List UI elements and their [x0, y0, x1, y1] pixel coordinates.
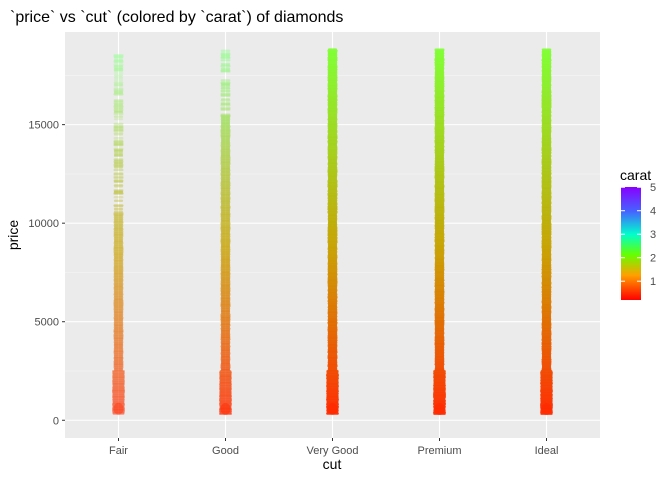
x-tick-label: Fair: [109, 445, 128, 457]
x-tick-label: Very Good: [307, 445, 359, 457]
x-tick-label: Premium: [417, 445, 461, 457]
legend-title: carat: [620, 167, 651, 183]
data-point: [113, 402, 124, 415]
strip-premium: [433, 48, 446, 415]
strip-fair: [112, 54, 125, 415]
data-strips: [112, 48, 553, 415]
legend-tick-label: 5: [650, 182, 656, 194]
legend-tick-label: 1: [650, 276, 656, 288]
y-axis-label: price: [5, 220, 21, 251]
data-point: [541, 402, 552, 415]
data-point: [220, 402, 231, 415]
strip-ideal: [540, 48, 553, 415]
y-tick-label: 5000: [35, 317, 59, 329]
y-tick-label: 10000: [28, 218, 59, 230]
y-axis: 0 5000 10000 15000: [28, 120, 65, 427]
x-axis: Fair Good Very Good Premium Ideal: [109, 438, 558, 457]
strip-very-good: [326, 48, 339, 415]
legend-tick-label: 4: [650, 206, 656, 218]
strip-good: [219, 49, 232, 415]
legend: carat 1 2 3 4 5: [620, 167, 656, 300]
y-tick-label: 0: [53, 415, 59, 427]
x-tick-label: Ideal: [535, 445, 559, 457]
x-tick-label: Good: [212, 445, 239, 457]
x-axis-label: cut: [323, 456, 342, 472]
legend-ticks: 1 2 3 4 5: [621, 182, 656, 288]
legend-colorbar: [621, 187, 641, 300]
chart-title: `price` vs `cut` (colored by `carat`) of…: [10, 9, 343, 26]
legend-tick-label: 3: [650, 229, 656, 241]
data-point: [434, 402, 445, 415]
data-point: [327, 402, 338, 415]
y-tick-label: 15000: [28, 120, 59, 132]
legend-tick-label: 2: [650, 253, 656, 265]
